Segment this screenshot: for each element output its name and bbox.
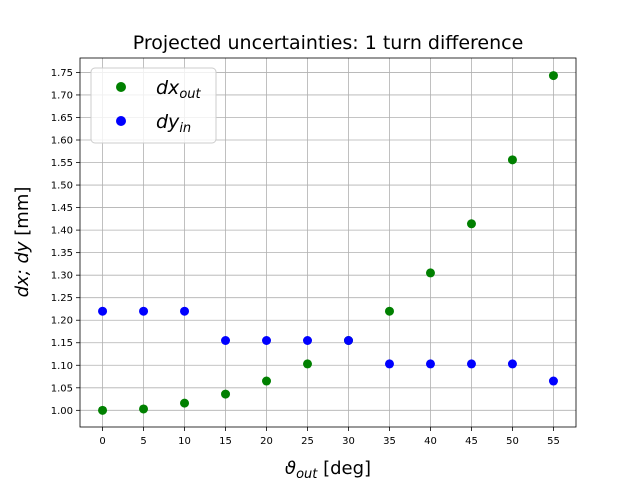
x-tick-label: 0 bbox=[99, 436, 105, 447]
data-point-dy-in bbox=[303, 335, 313, 345]
chart-title: Projected uncertainties: 1 turn differen… bbox=[133, 32, 524, 54]
data-point-dy-in bbox=[507, 359, 517, 369]
x-tick-label: 5 bbox=[140, 436, 146, 447]
x-axis-label-symbol: ϑ bbox=[285, 458, 296, 479]
y-tick-label: 1.20 bbox=[51, 316, 73, 327]
x-axis-label: ϑout [deg] bbox=[285, 458, 371, 480]
data-point-dy-in bbox=[343, 335, 353, 345]
data-point-dy-in bbox=[425, 359, 435, 369]
data-point-dx-out bbox=[139, 404, 149, 414]
y-tick-label: 1.00 bbox=[51, 406, 73, 417]
legend-label-dy-in: dyin bbox=[156, 111, 191, 136]
y-tick-label: 1.45 bbox=[51, 203, 73, 214]
data-points bbox=[98, 71, 558, 415]
x-tick-label: 35 bbox=[383, 436, 396, 447]
x-tick-label: 55 bbox=[547, 436, 560, 447]
y-tick-label: 1.65 bbox=[51, 113, 73, 124]
data-point-dy-in bbox=[262, 335, 272, 345]
data-point-dy-in bbox=[384, 359, 394, 369]
x-axis: 0 5 10 15 20 25 30 35 40 45 50 55 bbox=[99, 427, 560, 447]
legend-frame bbox=[90, 67, 217, 144]
data-point-dx-out bbox=[507, 155, 517, 165]
y-tick-label: 1.60 bbox=[51, 136, 73, 147]
y-axis-label-text: dx; dy bbox=[12, 241, 33, 297]
y-tick-label: 1.55 bbox=[51, 158, 73, 169]
y-tick-label: 1.25 bbox=[51, 293, 73, 304]
x-tick-label: 40 bbox=[424, 436, 437, 447]
data-point-dx-out bbox=[466, 219, 476, 229]
data-point-dy-in bbox=[180, 306, 190, 316]
data-point-dx-out bbox=[303, 359, 313, 369]
legend-marker-dx-out bbox=[116, 82, 126, 92]
data-point-dy-in bbox=[139, 306, 149, 316]
y-axis: 1.00 1.05 1.10 1.15 1.20 1.25 1.30 1.35 1.40 1.45… bbox=[51, 68, 80, 417]
y-axis-label-unit: [mm] bbox=[12, 187, 33, 242]
y-tick-label: 1.75 bbox=[51, 68, 73, 79]
legend-label-dy-in-base: dy bbox=[156, 111, 180, 133]
data-point-dy-in bbox=[221, 335, 231, 345]
x-axis-label-subscript: out bbox=[296, 467, 318, 480]
y-tick-label: 1.30 bbox=[51, 271, 73, 282]
x-tick-label: 30 bbox=[342, 436, 355, 447]
x-tick-label: 20 bbox=[260, 436, 273, 447]
x-axis-label-unit: [deg] bbox=[317, 458, 371, 479]
legend-label-dx-out-sub: out bbox=[179, 87, 201, 102]
data-point-dx-out bbox=[180, 398, 190, 408]
y-tick-label: 1.50 bbox=[51, 181, 73, 192]
data-point-dy-in bbox=[98, 306, 108, 316]
data-point-dx-out bbox=[384, 306, 394, 316]
data-point-dx-out bbox=[548, 71, 558, 81]
y-tick-label: 1.05 bbox=[51, 383, 73, 394]
legend: dxout dyin bbox=[90, 67, 217, 144]
x-tick-label: 25 bbox=[301, 436, 314, 447]
data-point-dy-in bbox=[548, 376, 558, 386]
data-point-dx-out bbox=[221, 389, 231, 399]
data-point-dx-out bbox=[425, 268, 435, 278]
x-tick-label: 50 bbox=[506, 436, 519, 447]
y-tick-label: 1.10 bbox=[51, 361, 73, 372]
legend-label-dx-out: dxout bbox=[156, 77, 202, 102]
x-tick-label: 15 bbox=[219, 436, 232, 447]
plot-area bbox=[79, 57, 577, 428]
legend-label-dy-in-sub: in bbox=[179, 121, 191, 136]
x-tick-label: 45 bbox=[465, 436, 478, 447]
y-axis-label: dx; dy [mm] bbox=[12, 187, 33, 298]
data-point-dy-in bbox=[466, 359, 476, 369]
legend-label-dx-out-base: dx bbox=[156, 77, 180, 99]
x-tick-label: 10 bbox=[178, 436, 191, 447]
data-point-dx-out bbox=[262, 376, 272, 386]
legend-marker-dy-in bbox=[116, 116, 126, 126]
y-tick-label: 1.40 bbox=[51, 226, 73, 237]
y-tick-label: 1.35 bbox=[51, 248, 73, 259]
data-point-dx-out bbox=[98, 405, 108, 415]
y-tick-label: 1.70 bbox=[51, 90, 73, 101]
y-tick-label: 1.15 bbox=[51, 338, 73, 349]
